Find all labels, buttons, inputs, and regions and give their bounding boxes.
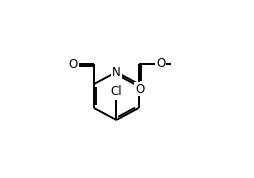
Text: Cl: Cl — [110, 85, 122, 98]
Text: O: O — [68, 58, 77, 71]
Text: O: O — [156, 57, 166, 70]
Text: N: N — [112, 66, 121, 79]
Text: O: O — [135, 83, 144, 96]
